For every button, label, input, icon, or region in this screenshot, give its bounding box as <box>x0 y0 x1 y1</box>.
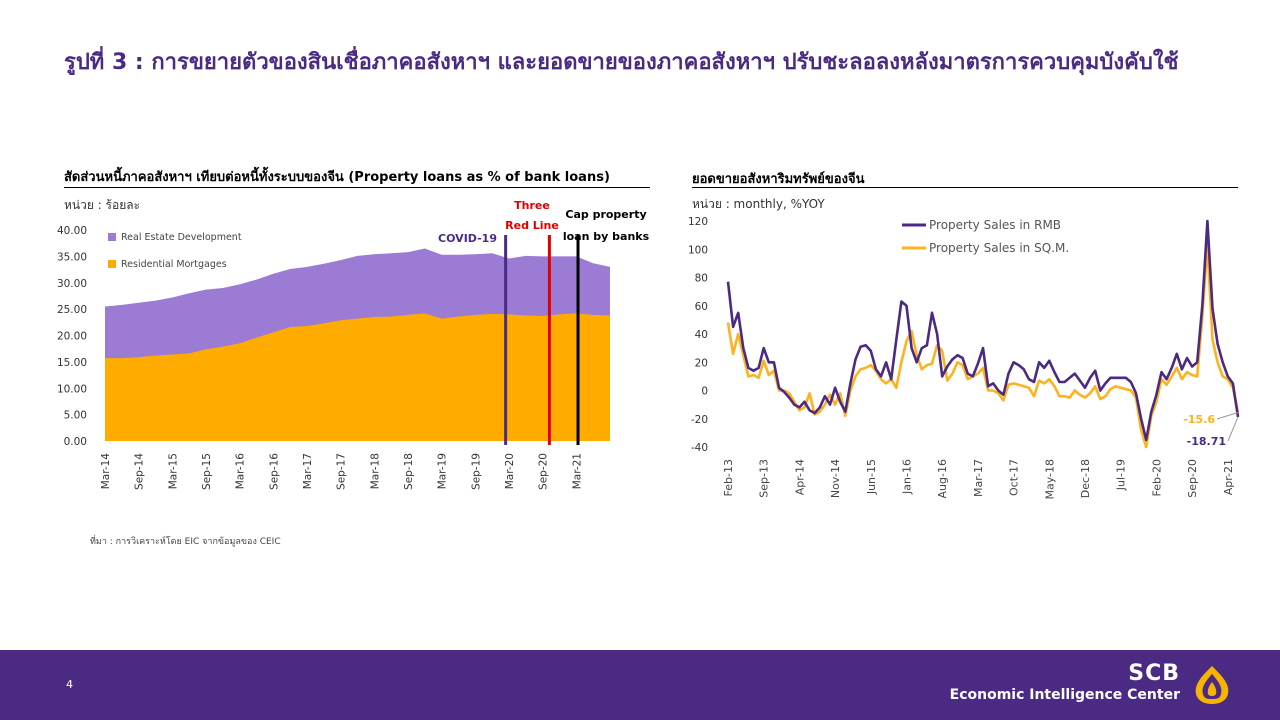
legend-label-rmb: Property Sales in RMB <box>929 218 1061 232</box>
event-label-cap-loans-line1: Cap property <box>565 208 646 221</box>
residential-mortgages-area <box>105 313 610 441</box>
x-tick-label: Feb-13 <box>722 459 735 496</box>
source-note: ที่มา : การวิเคราะห์โดย EIC จากข้อมูลของ… <box>90 537 281 547</box>
x-tick-label: Apr-21 <box>1222 459 1235 495</box>
x-tick-label: Sep-17 <box>336 453 348 490</box>
y-tick-label: 35.00 <box>57 251 87 263</box>
x-tick-label: Jan-16 <box>901 459 914 495</box>
series-line-rmb <box>726 219 1240 442</box>
event-label-three-red-line-line2: Red Line <box>505 219 559 232</box>
x-tick-label: Mar-17 <box>972 459 985 497</box>
event-label-cap-loans: Cap property loan by banks <box>563 208 650 243</box>
x-tick-label: Mar-18 <box>369 453 381 489</box>
property-sales-line-chart: -40 -20 0 20 40 60 80 100 120 Property Sales in R… <box>688 216 1240 500</box>
x-tick-label: Sep-20 <box>1186 459 1199 498</box>
left-panel-unit: หน่วย : ร้อยละ <box>64 198 141 212</box>
x-tick-label: Jul-19 <box>1115 459 1128 491</box>
x-tick-label: Jun-15 <box>865 459 878 495</box>
y-tick-label: 5.00 <box>64 410 87 422</box>
scb-logo-icon <box>1195 666 1229 704</box>
y-tick-label: 40.00 <box>57 225 87 237</box>
brand-name: SCB <box>1128 661 1180 686</box>
event-label-covid: COVID-19 <box>438 232 497 245</box>
y-tick-label: -20 <box>691 414 708 426</box>
legend-swatch-real-estate <box>108 233 116 241</box>
y-tick-label: 0.00 <box>64 436 87 448</box>
x-tick-label: Sep-15 <box>201 453 213 490</box>
right-panel-rule <box>692 187 1238 188</box>
x-tick-label: Sep-19 <box>470 453 482 490</box>
annotation-leader-rmb <box>1227 416 1239 442</box>
y-tick-label: 20.00 <box>57 331 87 343</box>
legend-label-mortgages: Residential Mortgages <box>121 259 227 270</box>
x-tick-label: Nov-14 <box>829 459 842 498</box>
legend-label-sqm: Property Sales in SQ.M. <box>929 241 1069 255</box>
x-tick-label: Aug-16 <box>936 459 949 498</box>
brand-block: SCB Economic Intelligence Center <box>950 662 1180 704</box>
x-tick-label: Mar-15 <box>167 453 179 489</box>
x-tick-label: Mar-19 <box>437 453 449 489</box>
x-tick-label: Sep-18 <box>403 453 415 490</box>
x-tick-label: Oct-17 <box>1008 459 1021 496</box>
right-panel-unit: หน่วย : monthly, %YOY <box>692 197 825 211</box>
y-tick-label: 15.00 <box>57 357 87 369</box>
footer-bar: 4 SCB Economic Intelligence Center <box>0 650 1280 720</box>
property-loans-area-chart: 0.00 5.00 10.00 15.00 20.00 25.00 30.00 35.00 40… <box>57 199 650 490</box>
left-panel-rule <box>64 187 650 188</box>
x-tick-label: Mar-16 <box>235 453 247 490</box>
y-tick-label: 20 <box>695 357 708 369</box>
page-title: รูปที่ 3 : การขยายตัวของสินเชื่อภาคอสังห… <box>64 50 1179 75</box>
brand-subtitle: Economic Intelligence Center <box>949 687 1180 703</box>
y-tick-label: -40 <box>691 442 708 454</box>
right-panel-title: ยอดขายอสังหาริมทรัพย์ของจีน <box>692 172 865 187</box>
x-tick-label: Mar-14 <box>100 453 112 490</box>
y-tick-label: 30.00 <box>57 278 87 290</box>
x-tick-label: Mar-20 <box>504 453 516 489</box>
y-tick-label: 0 <box>701 386 708 398</box>
y-tick-label: 60 <box>695 301 708 313</box>
page-number: 4 <box>66 678 73 691</box>
x-tick-label: Sep-16 <box>268 453 280 490</box>
x-tick-label: Mar-21 <box>571 453 583 489</box>
x-tick-label: Mar-17 <box>302 453 314 489</box>
annotation-rmb-value: -18.71 <box>1187 435 1226 448</box>
annotation-sqm-value: -15.6 <box>1183 413 1215 426</box>
event-label-three-red-line-line1: Three <box>514 199 550 212</box>
legend-swatch-mortgages <box>108 260 116 268</box>
event-label-cap-loans-line2: loan by banks <box>563 230 650 243</box>
x-tick-label: Feb-20 <box>1150 459 1163 496</box>
x-tick-label: Sep-20 <box>538 453 550 490</box>
x-tick-label: Apr-14 <box>793 459 806 495</box>
y-tick-label: 25.00 <box>57 304 87 316</box>
x-tick-label: Sep-13 <box>758 459 771 498</box>
annotation-leader-sqm <box>1216 412 1239 420</box>
series-line-sqm <box>726 243 1240 449</box>
y-tick-label: 40 <box>695 329 708 341</box>
legend-label-real-estate: Real Estate Development <box>121 232 242 243</box>
x-tick-label: May-18 <box>1043 459 1056 500</box>
event-label-three-red-line: Three Red Line <box>505 199 559 232</box>
y-tick-label: 80 <box>695 273 708 285</box>
y-tick-label: 100 <box>688 244 708 256</box>
left-panel-title: สัดส่วนหนี้ภาคอสังหาฯ เทียบต่อหนี้ทั้งระ… <box>64 170 610 185</box>
x-tick-label: Sep-14 <box>134 453 146 490</box>
x-tick-label: Dec-18 <box>1079 459 1092 498</box>
y-tick-label: 120 <box>688 216 708 228</box>
y-tick-label: 10.00 <box>57 383 87 395</box>
